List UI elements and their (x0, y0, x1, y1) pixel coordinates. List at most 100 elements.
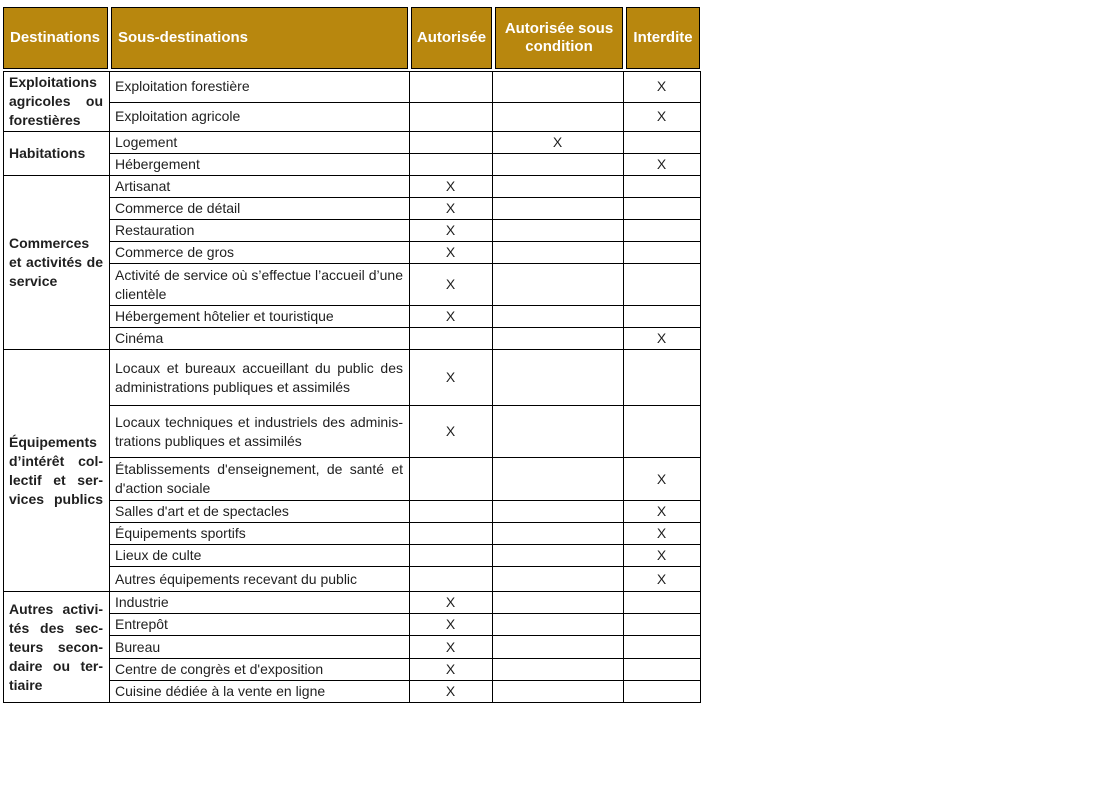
sub-destination-cell: Industrie (109, 591, 410, 614)
destination-cell: Exploitations agricoles ou forestières (3, 71, 110, 132)
table-row: Hébergement hôtelier et touristique X (4, 305, 701, 328)
interdite-mark-cell: X (623, 153, 701, 176)
autorisee-mark-cell (409, 566, 493, 592)
sub-destination-cell: Lieux de culte (109, 544, 410, 567)
condition-mark-cell (492, 241, 624, 264)
sub-destination-cell: Cinéma (109, 327, 410, 350)
condition-mark-cell (492, 305, 624, 328)
table-row: Salles d'art et de spectacles X (4, 500, 701, 523)
sub-destination-cell: Restauration (109, 219, 410, 242)
table-body: Exploitations agricoles ou forestières E… (3, 71, 701, 703)
condition-mark-cell (492, 566, 624, 592)
sub-destination-cell: Hébergement hôtelier et touristique (109, 305, 410, 328)
sub-destination-cell: Autres équipements recevant du public (109, 566, 410, 592)
destination-cell: Autres activi- tés des sec- teurs secon-… (3, 591, 110, 703)
sub-destination-cell: Salles d'art et de spectacles (109, 500, 410, 523)
table-row: Bureau X (4, 635, 701, 659)
sub-destination-cell: Exploitation forestière (109, 71, 410, 103)
destination-cell: Commerces et activités de service (3, 175, 110, 350)
autorisee-mark-cell (409, 71, 493, 103)
condition-mark-cell (492, 101, 624, 133)
interdite-mark-cell: X (623, 566, 701, 592)
table-row: Restauration X (4, 219, 701, 242)
autorisee-mark-cell: X (409, 658, 493, 681)
sub-destination-cell: Établissements d'enseignement, de santé … (109, 457, 410, 501)
table-row: Commerces et activités de service Artisa… (3, 175, 701, 350)
autorisee-mark-cell: X (409, 635, 493, 659)
interdite-mark-cell: X (623, 327, 701, 350)
sub-destination-cell: Artisanat (109, 175, 410, 198)
interdite-mark-cell: X (623, 522, 701, 545)
sub-destination-cell: Entrepôt (109, 613, 410, 636)
table-row: Exploitation agricole X (4, 101, 701, 133)
destination-cell: Habitations (3, 131, 110, 176)
condition-mark-cell (492, 71, 624, 103)
autorisee-mark-cell: X (409, 219, 493, 242)
interdite-mark-cell: X (623, 544, 701, 567)
table-row: Équipements d’intérêt col- lectif et ser… (3, 349, 701, 592)
autorisee-mark-cell: X (409, 197, 493, 220)
interdite-mark-cell (623, 405, 701, 458)
sub-destination-cell: Centre de congrès et d'exposition (109, 658, 410, 681)
interdite-mark-cell (623, 635, 701, 659)
table-row: Activité de service où s’effectue l’accu… (4, 263, 701, 306)
sub-destination-cell: Locaux techniques et industriels des adm… (109, 405, 410, 458)
condition-mark-cell (492, 263, 624, 306)
interdite-mark-cell (623, 591, 701, 614)
header-autorisee: Autorisée (411, 7, 492, 69)
autorisee-mark-cell (409, 500, 493, 523)
condition-mark-cell (492, 197, 624, 220)
condition-mark-cell (492, 175, 624, 198)
table-row: Habitations Logement X (3, 131, 701, 176)
autorisee-mark-cell (409, 101, 493, 133)
condition-mark-cell (492, 327, 624, 350)
sub-destination-cell: Locaux et bureaux accueillant du public … (109, 349, 410, 406)
table-row: Autres activi- tés des sec- teurs secon-… (3, 591, 701, 703)
sub-destination-cell: Commerce de détail (109, 197, 410, 220)
condition-mark-cell: X (492, 131, 624, 154)
sub-destination-cell: Équipements sportifs (109, 522, 410, 545)
condition-mark-cell (492, 613, 624, 636)
interdite-mark-cell: X (623, 101, 701, 133)
interdite-mark-cell (623, 613, 701, 636)
interdite-mark-cell (623, 658, 701, 681)
interdite-mark-cell: X (623, 500, 701, 523)
autorisee-mark-cell: X (409, 305, 493, 328)
autorisee-mark-cell: X (409, 405, 493, 458)
condition-mark-cell (492, 680, 624, 703)
destinations-table: Destinations Sous-destinations Autorisée… (3, 7, 701, 703)
sub-destination-cell: Commerce de gros (109, 241, 410, 264)
interdite-mark-cell (623, 349, 701, 406)
autorisee-mark-cell: X (409, 349, 493, 406)
sub-destination-cell: Exploitation agricole (109, 101, 410, 133)
sub-destination-cell: Bureau (109, 635, 410, 659)
condition-mark-cell (492, 405, 624, 458)
condition-mark-cell (492, 522, 624, 545)
table-row: Cinéma X (4, 327, 701, 350)
header-autorisee-sous-condition: Autorisée sous condition (495, 7, 623, 69)
autorisee-mark-cell (409, 457, 493, 501)
autorisee-mark-cell (409, 544, 493, 567)
interdite-mark-cell: X (623, 457, 701, 501)
autorisee-mark-cell (409, 131, 493, 154)
interdite-mark-cell (623, 219, 701, 242)
autorisee-mark-cell: X (409, 263, 493, 306)
header-sous-destinations: Sous-destinations (111, 7, 408, 69)
interdite-mark-cell (623, 305, 701, 328)
condition-mark-cell (492, 658, 624, 681)
table-row: Autres équipements recevant du public X (4, 566, 701, 592)
interdite-mark-cell (623, 241, 701, 264)
table-row: Établissements d'enseignement, de santé … (4, 457, 701, 501)
table-row: Équipements sportifs X (4, 522, 701, 545)
condition-mark-cell (492, 457, 624, 501)
autorisee-mark-cell: X (409, 591, 493, 614)
sub-destination-cell: Activité de service où s’effectue l’accu… (109, 263, 410, 306)
condition-mark-cell (492, 349, 624, 406)
condition-mark-cell (492, 544, 624, 567)
condition-mark-cell (492, 591, 624, 614)
interdite-mark-cell: X (623, 71, 701, 103)
autorisee-mark-cell: X (409, 613, 493, 636)
table-row: Cuisine dédiée à la vente en ligne X (4, 680, 701, 703)
autorisee-mark-cell: X (409, 680, 493, 703)
autorisee-mark-cell (409, 153, 493, 176)
